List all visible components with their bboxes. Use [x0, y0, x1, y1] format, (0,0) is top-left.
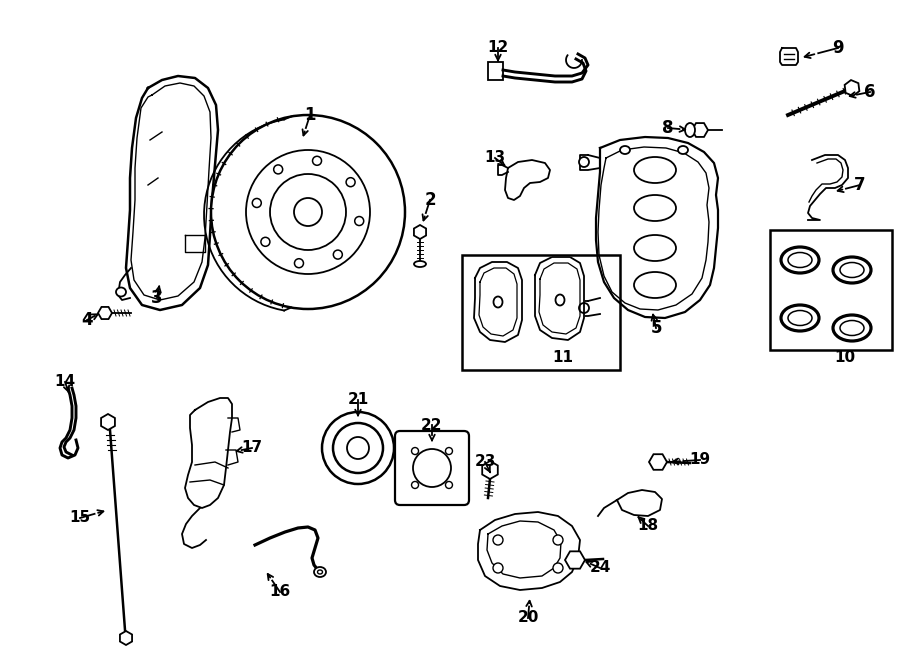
Ellipse shape — [116, 288, 126, 297]
Ellipse shape — [446, 481, 453, 488]
Text: 4: 4 — [81, 311, 93, 329]
Text: 14: 14 — [54, 375, 76, 389]
Ellipse shape — [414, 261, 426, 267]
Ellipse shape — [634, 272, 676, 298]
Ellipse shape — [355, 217, 364, 225]
Polygon shape — [505, 160, 550, 200]
Bar — [462, 255, 620, 370]
Polygon shape — [808, 155, 848, 220]
Text: 5: 5 — [650, 319, 662, 337]
Ellipse shape — [314, 567, 326, 577]
Ellipse shape — [553, 563, 563, 573]
Ellipse shape — [333, 423, 383, 473]
Ellipse shape — [685, 123, 695, 137]
Ellipse shape — [579, 157, 589, 167]
Ellipse shape — [833, 315, 871, 341]
Ellipse shape — [270, 174, 346, 250]
Ellipse shape — [493, 563, 503, 573]
Ellipse shape — [579, 303, 589, 313]
Ellipse shape — [781, 305, 819, 331]
Text: 12: 12 — [488, 40, 508, 56]
Ellipse shape — [493, 535, 503, 545]
Ellipse shape — [840, 262, 864, 278]
Text: 6: 6 — [864, 83, 876, 101]
Ellipse shape — [840, 321, 864, 336]
Ellipse shape — [411, 481, 418, 488]
Text: 21: 21 — [347, 393, 369, 407]
Polygon shape — [617, 490, 662, 516]
Ellipse shape — [833, 257, 871, 283]
Ellipse shape — [781, 247, 819, 273]
Text: 9: 9 — [832, 39, 844, 57]
Ellipse shape — [346, 178, 356, 186]
Ellipse shape — [493, 297, 502, 307]
Ellipse shape — [411, 447, 418, 455]
Text: 24: 24 — [590, 561, 611, 576]
Ellipse shape — [788, 253, 812, 268]
Text: 1: 1 — [304, 106, 316, 124]
Ellipse shape — [634, 157, 676, 183]
Text: 3: 3 — [151, 289, 163, 307]
Polygon shape — [474, 262, 522, 342]
Ellipse shape — [274, 165, 283, 174]
Text: 7: 7 — [854, 176, 866, 194]
Text: 11: 11 — [553, 350, 573, 366]
Text: 19: 19 — [689, 453, 711, 467]
Ellipse shape — [211, 115, 405, 309]
FancyBboxPatch shape — [395, 431, 469, 505]
Text: 10: 10 — [834, 350, 856, 366]
Bar — [488, 62, 503, 80]
Polygon shape — [535, 257, 584, 340]
Polygon shape — [780, 48, 798, 65]
Polygon shape — [126, 76, 218, 310]
Polygon shape — [185, 398, 232, 508]
Ellipse shape — [634, 195, 676, 221]
Ellipse shape — [347, 437, 369, 459]
Ellipse shape — [261, 237, 270, 247]
Ellipse shape — [553, 535, 563, 545]
Text: 15: 15 — [69, 510, 91, 525]
Ellipse shape — [252, 198, 261, 208]
Text: 22: 22 — [421, 418, 443, 432]
Text: 2: 2 — [424, 191, 436, 209]
Ellipse shape — [294, 258, 303, 268]
Text: 13: 13 — [484, 151, 506, 165]
Ellipse shape — [294, 198, 322, 226]
Ellipse shape — [620, 146, 630, 154]
Ellipse shape — [312, 156, 321, 165]
Ellipse shape — [634, 235, 676, 261]
Ellipse shape — [678, 146, 688, 154]
Ellipse shape — [446, 447, 453, 455]
Polygon shape — [596, 137, 718, 318]
Ellipse shape — [413, 449, 451, 487]
Text: 18: 18 — [637, 518, 659, 533]
Bar — [770, 230, 892, 350]
Text: 8: 8 — [662, 119, 674, 137]
Ellipse shape — [333, 250, 342, 259]
Ellipse shape — [788, 311, 812, 325]
Ellipse shape — [555, 295, 564, 305]
Ellipse shape — [322, 412, 394, 484]
Polygon shape — [478, 512, 580, 590]
Ellipse shape — [246, 150, 370, 274]
Text: 23: 23 — [474, 455, 496, 469]
Text: 16: 16 — [269, 584, 291, 600]
Text: 20: 20 — [518, 611, 539, 625]
Text: 17: 17 — [241, 440, 263, 455]
